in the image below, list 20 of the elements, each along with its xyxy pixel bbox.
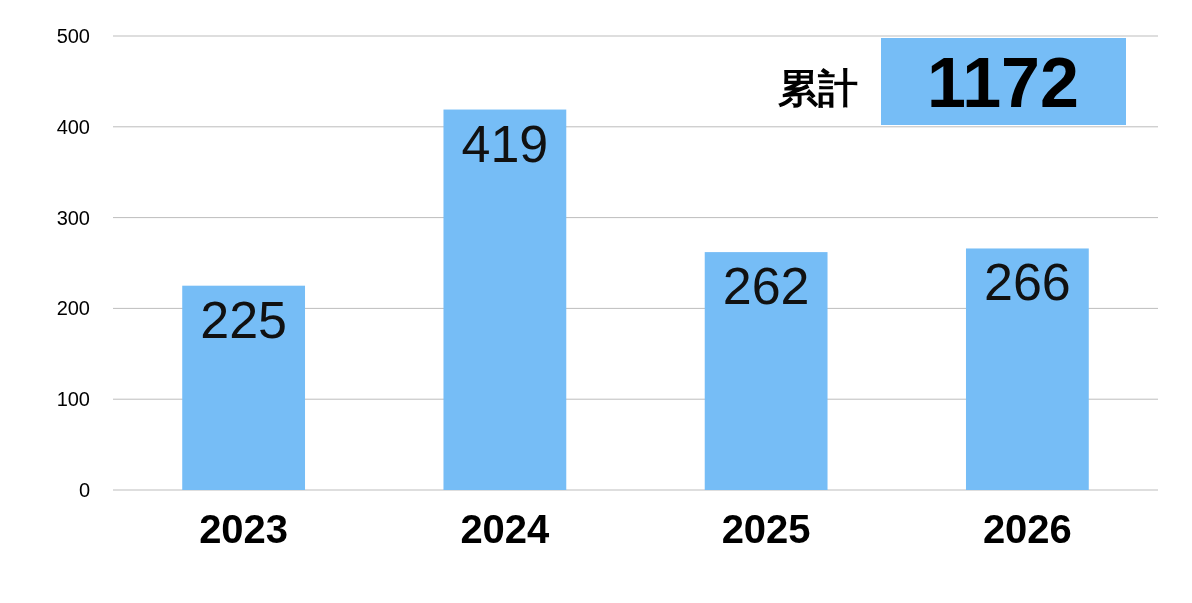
bar <box>965 248 1089 490</box>
y-tick-label: 200 <box>56 297 90 320</box>
bar <box>704 252 828 490</box>
data-label: 419 <box>461 114 549 173</box>
y-tick-label: 500 <box>56 25 90 47</box>
data-label: 225 <box>200 290 288 349</box>
bar <box>182 285 306 490</box>
x-tick-label: 2026 <box>982 507 1072 551</box>
data-label: 266 <box>983 253 1071 312</box>
y-tick-label: 300 <box>56 206 90 229</box>
data-label: 262 <box>722 257 810 316</box>
annotation: 累計 <box>778 66 858 110</box>
y-tick-label: 400 <box>56 115 90 138</box>
annotation: 1172 <box>927 44 1079 122</box>
y-tick-label: 100 <box>56 388 90 411</box>
x-tick-label: 2024 <box>460 507 551 551</box>
x-tick-label: 2023 <box>199 507 289 551</box>
x-tick-label: 2025 <box>721 507 811 551</box>
bar <box>443 109 567 490</box>
y-tick-label: 0 <box>78 479 90 501</box>
